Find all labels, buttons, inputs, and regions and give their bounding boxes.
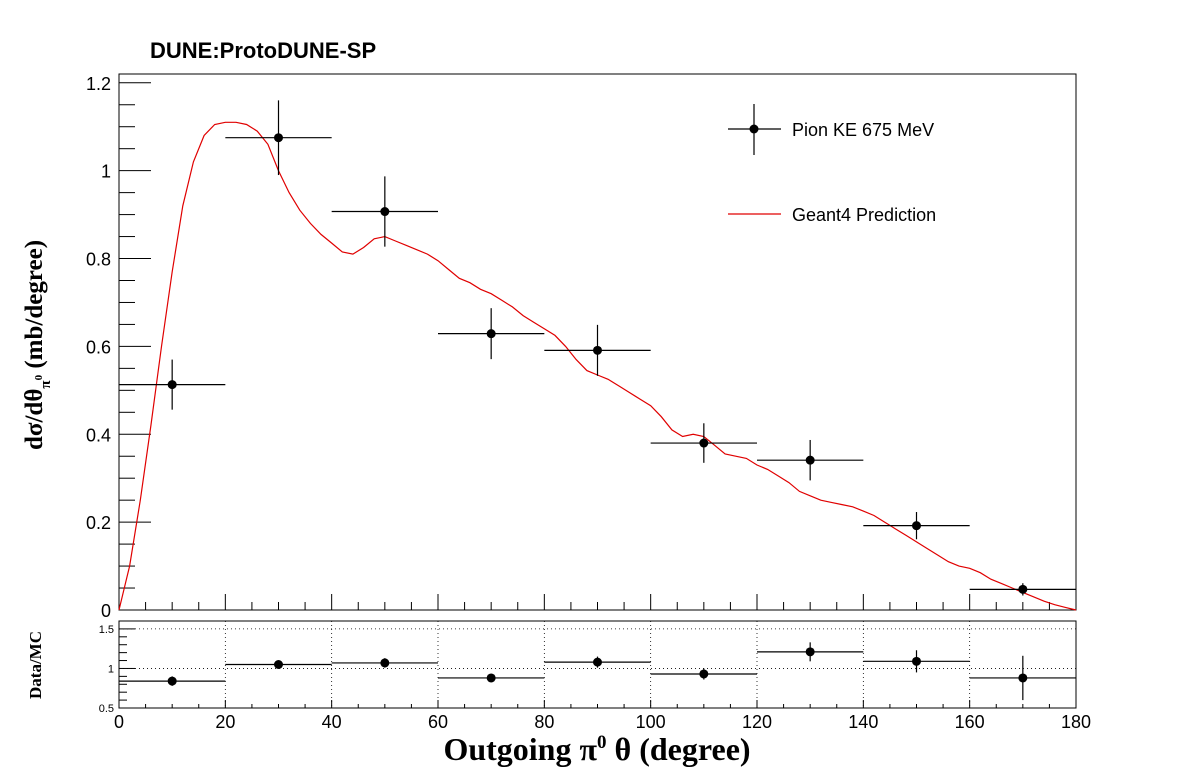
data-point [225,100,332,176]
x-axis-label: Outgoing π0 θ (degree) [443,731,750,767]
ratio-y-tick-label: 1 [108,663,114,675]
ratio-marker [805,647,815,657]
x-tick-label: 80 [534,712,554,732]
legend-entry-prediction: Geant4 Prediction [792,205,936,225]
data-marker [593,345,602,355]
data-marker [486,329,496,339]
y-tick-label: 0.6 [86,337,111,357]
ratio-point [119,676,226,686]
data-marker [1018,584,1028,594]
ratio-point [863,650,970,673]
y-axis-label: dσ/dθπ0 (mb/degree) [21,240,54,450]
data-marker [274,133,283,143]
data-point [544,324,651,376]
ratio-marker [486,673,496,683]
x-tick-label: 40 [322,712,342,732]
ratio-point [438,673,545,683]
data-point [650,423,757,463]
data-point [863,512,970,540]
y-tick-label: 1 [101,162,111,182]
y-tick-label: 0.4 [86,425,111,445]
ratio-points [119,642,1076,701]
data-marker [912,521,921,531]
ratio-y-tick-label: 1.5 [99,624,114,636]
data-point [331,176,438,247]
ratio-point [225,660,332,669]
ratio-y-tick-label: 0.5 [99,703,114,715]
y-tick-label: 0 [101,601,111,621]
legend-marker-dot [749,124,759,134]
ratio-marker [274,660,283,669]
x-tick-label: 100 [636,712,666,732]
ratio-marker [1018,673,1028,683]
y-tick-label: 0.2 [86,513,111,533]
data-point [119,359,226,410]
x-tick-label: 140 [848,712,878,732]
data-point [757,439,864,481]
x-tick-label: 160 [955,712,985,732]
x-tick-label: 0 [114,712,124,732]
ratio-point [544,656,651,668]
ratio-marker [912,656,921,666]
data-point [969,583,1076,596]
x-tick-label: 180 [1061,712,1091,732]
ratio-point [650,668,757,680]
ratio-point [331,658,438,668]
x-tick-label: 120 [742,712,772,732]
ratio-marker [167,676,177,686]
y-tick-label: 1.2 [86,74,111,94]
legend-entry-data: Pion KE 675 MeV [792,120,934,140]
chart-title: DUNE:ProtoDUNE-SP [150,38,376,63]
ratio-point [757,642,864,662]
data-marker [380,207,390,217]
ratio-marker [593,657,602,667]
data-points [119,100,1076,596]
x-tick-label: 20 [215,712,235,732]
ratio-marker [699,669,709,679]
data-marker [805,455,815,465]
ratio-y-axis-label: Data/MC [26,631,45,699]
ratio-marker [380,658,390,668]
data-marker [167,380,177,390]
ratio-axes-ticks: 0.5 1 1.5 0 20 40 60 80 100 120 140 160 180 [99,620,1091,732]
ratio-point [969,655,1076,701]
y-tick-label: 0.8 [86,250,111,270]
legend: Pion KE 675 MeV Geant4 Prediction [728,104,936,225]
data-marker [699,438,709,448]
data-point [438,308,545,360]
main-axes-ticks: 0 0.2 0.4 0.6 0.8 1 1.2 [86,74,1077,621]
x-tick-label: 60 [428,712,448,732]
